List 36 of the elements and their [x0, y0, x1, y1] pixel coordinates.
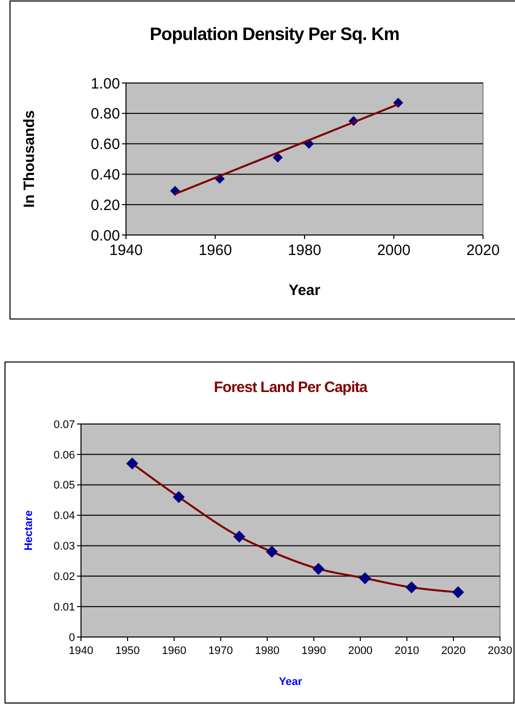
chart-title: Population Density Per Sq. Km — [150, 24, 400, 44]
y-tick-label: 0.02 — [54, 570, 75, 583]
x-tick-label: 1940 — [109, 242, 143, 259]
x-axis-title: Year — [278, 676, 303, 688]
x-tick-label: 1980 — [254, 644, 280, 657]
x-tick-label: 2030 — [488, 644, 512, 657]
y-tick-label: 0 — [68, 632, 75, 644]
x-tick-label: 1940 — [68, 644, 94, 657]
chart-title: Forest Land Per Capita — [214, 379, 368, 396]
x-tick-label: 1950 — [115, 644, 140, 657]
x-tick-label: 2010 — [394, 644, 420, 657]
y-tick-label: 1.00 — [90, 75, 120, 92]
x-tick-label: 2000 — [377, 242, 410, 259]
y-axis-title: Hectare — [23, 510, 35, 551]
point — [272, 152, 283, 162]
y-tick-label: 0.05 — [54, 480, 75, 492]
y-tick-label: 0.60 — [90, 136, 120, 154]
x-tick-label: 2020 — [466, 242, 500, 259]
x-axis-title: Year — [288, 282, 321, 299]
y-tick-label: 0.07 — [54, 418, 75, 431]
y-tick-label: 0.00 — [90, 227, 120, 244]
y-tick-label: 0.20 — [90, 196, 120, 214]
y-axis-title: In Thousands — [21, 110, 38, 208]
y-tick-label: 0.01 — [54, 601, 75, 614]
x-tick-label: 2000 — [348, 644, 373, 657]
y-tick-label: 0.06 — [54, 449, 75, 462]
x-tick-label: 1960 — [198, 242, 232, 259]
x-tick-label: 1960 — [162, 644, 186, 657]
y-tick-label: 0.03 — [54, 540, 75, 553]
y-tick-label: 0.80 — [90, 106, 120, 123]
x-tick-label: 1980 — [288, 242, 322, 259]
x-tick-label: 2020 — [441, 644, 466, 657]
y-tick-label: 0.04 — [54, 510, 75, 522]
x-tick-label: 1990 — [302, 644, 326, 657]
x-tick-label: 1970 — [208, 644, 233, 657]
y-tick-label: 0.40 — [90, 166, 120, 184]
